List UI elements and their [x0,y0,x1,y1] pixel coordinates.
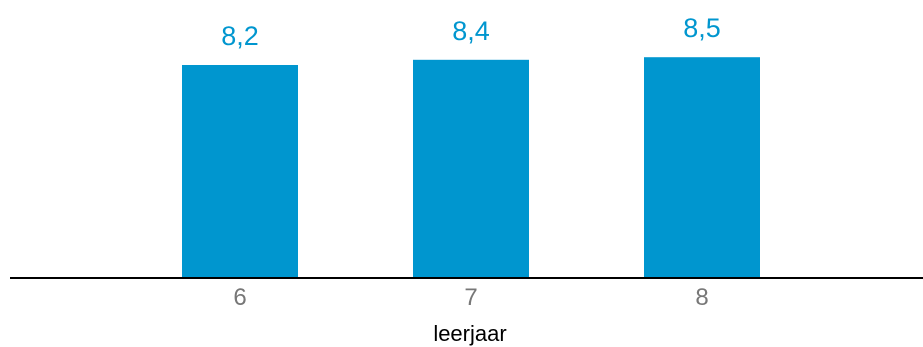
value-labels-group: 8,2 8,4 8,5 [221,13,721,51]
x-axis-title: leerjaar [433,321,506,346]
value-label-6: 8,2 [221,21,259,51]
bar-7 [413,59,529,279]
value-label-7: 8,4 [452,16,490,46]
tick-label-8: 8 [695,284,708,311]
value-label-8: 8,5 [683,13,721,43]
bar-6 [182,65,298,278]
bars-group [182,57,760,279]
tick-label-6: 6 [233,284,246,311]
tick-labels-group: 6 7 8 [233,284,708,311]
tick-label-7: 7 [464,284,477,311]
bar-8 [644,57,760,278]
